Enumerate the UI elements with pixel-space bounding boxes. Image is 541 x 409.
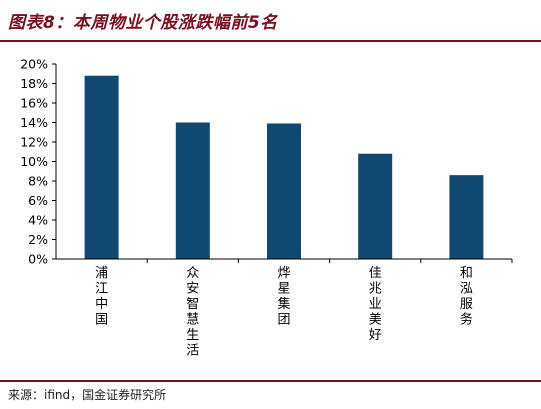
y-tick-label: 2% (28, 232, 48, 247)
y-tick-label: 14% (20, 115, 48, 130)
x-category-label: 浦江中国 (95, 266, 108, 328)
y-tick-label: 4% (28, 213, 48, 228)
y-tick-label: 8% (28, 174, 48, 189)
y-tick-label: 0% (28, 252, 48, 267)
bar (84, 75, 119, 259)
figure-source: 来源：ifind，国金证券研究所 (8, 388, 167, 402)
x-category-label: 佳兆业美好 (369, 266, 382, 343)
y-tick-label: 20% (20, 57, 48, 72)
y-tick-label: 6% (28, 193, 48, 208)
x-category-label: 烨星集团 (277, 266, 290, 328)
y-tick-label: 12% (20, 135, 48, 150)
figure-title: 图表8：本周物业个股涨跌幅前5名 (8, 12, 278, 33)
y-tick-label: 18% (20, 76, 48, 91)
bar (358, 153, 393, 259)
y-tick-label: 10% (20, 154, 48, 169)
x-category-label: 众安智慧生活 (186, 266, 199, 359)
x-category-label: 和泓服务 (460, 266, 473, 328)
bar (267, 123, 301, 259)
bar (175, 122, 210, 259)
x-axis: 浦江中国 众安智慧生活 烨星集团 佳兆业美好 和泓服务 (56, 258, 513, 359)
bar-chart: 0% 2% 4% 6% 8% 10% 12% 14% 16% 18% 20% 浦江中国 众安智慧生活 烨… (20, 57, 513, 359)
bars (84, 75, 484, 259)
y-axis: 0% 2% 4% 6% 8% 10% 12% 14% 16% 18% 20% (20, 57, 57, 267)
bar (449, 175, 484, 259)
y-tick-label: 16% (20, 96, 48, 111)
source-divider (0, 380, 541, 382)
title-divider (0, 40, 541, 42)
title-bar: 图表8：本周物业个股涨跌幅前5名 (0, 0, 541, 40)
